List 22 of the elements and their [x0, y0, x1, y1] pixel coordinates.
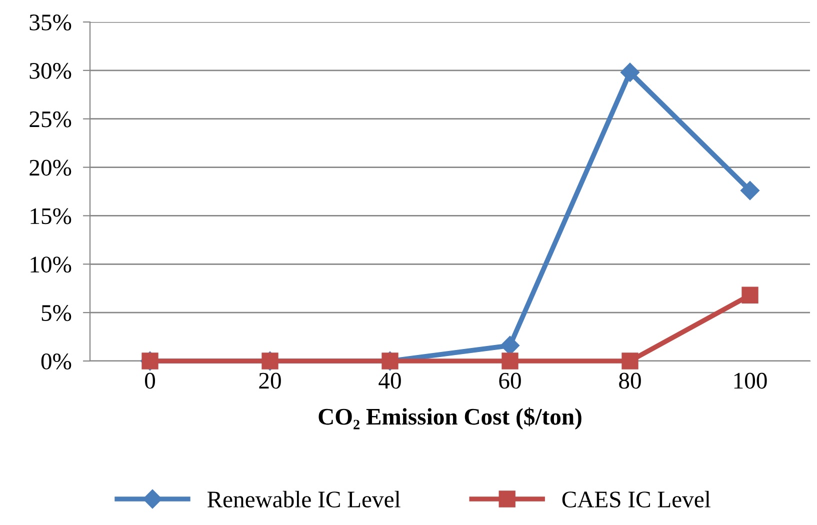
- y-tick-label: 25%: [30, 111, 72, 128]
- legend-label: Renewable IC Level: [207, 490, 400, 508]
- x-tick-label: 80: [619, 372, 641, 389]
- y-tick-label: 10%: [30, 256, 72, 273]
- x-tick-label: 60: [499, 372, 521, 389]
- point: [740, 181, 760, 200]
- legend-label: CAES IC Level: [562, 490, 710, 508]
- y-tick-label: 20%: [30, 160, 72, 176]
- x-tick-label: 20: [259, 372, 281, 389]
- x-axis-title: CO₂ Emission Cost ($/ton): [318, 407, 582, 430]
- y-tick-label: 15%: [30, 208, 72, 224]
- y-tick-label: 35%: [30, 14, 72, 30]
- x-tick-label: 0: [144, 372, 156, 389]
- x-tick-label: 100: [734, 372, 767, 389]
- x-tick-label: 40: [378, 372, 401, 389]
- y-tick-label: 5%: [42, 305, 72, 322]
- point: [620, 62, 640, 82]
- y-tick-label: 0%: [41, 353, 72, 370]
- point: [502, 352, 518, 370]
- y-tick-label: 30%: [30, 62, 72, 79]
- point: [622, 352, 638, 370]
- point: [742, 286, 758, 304]
